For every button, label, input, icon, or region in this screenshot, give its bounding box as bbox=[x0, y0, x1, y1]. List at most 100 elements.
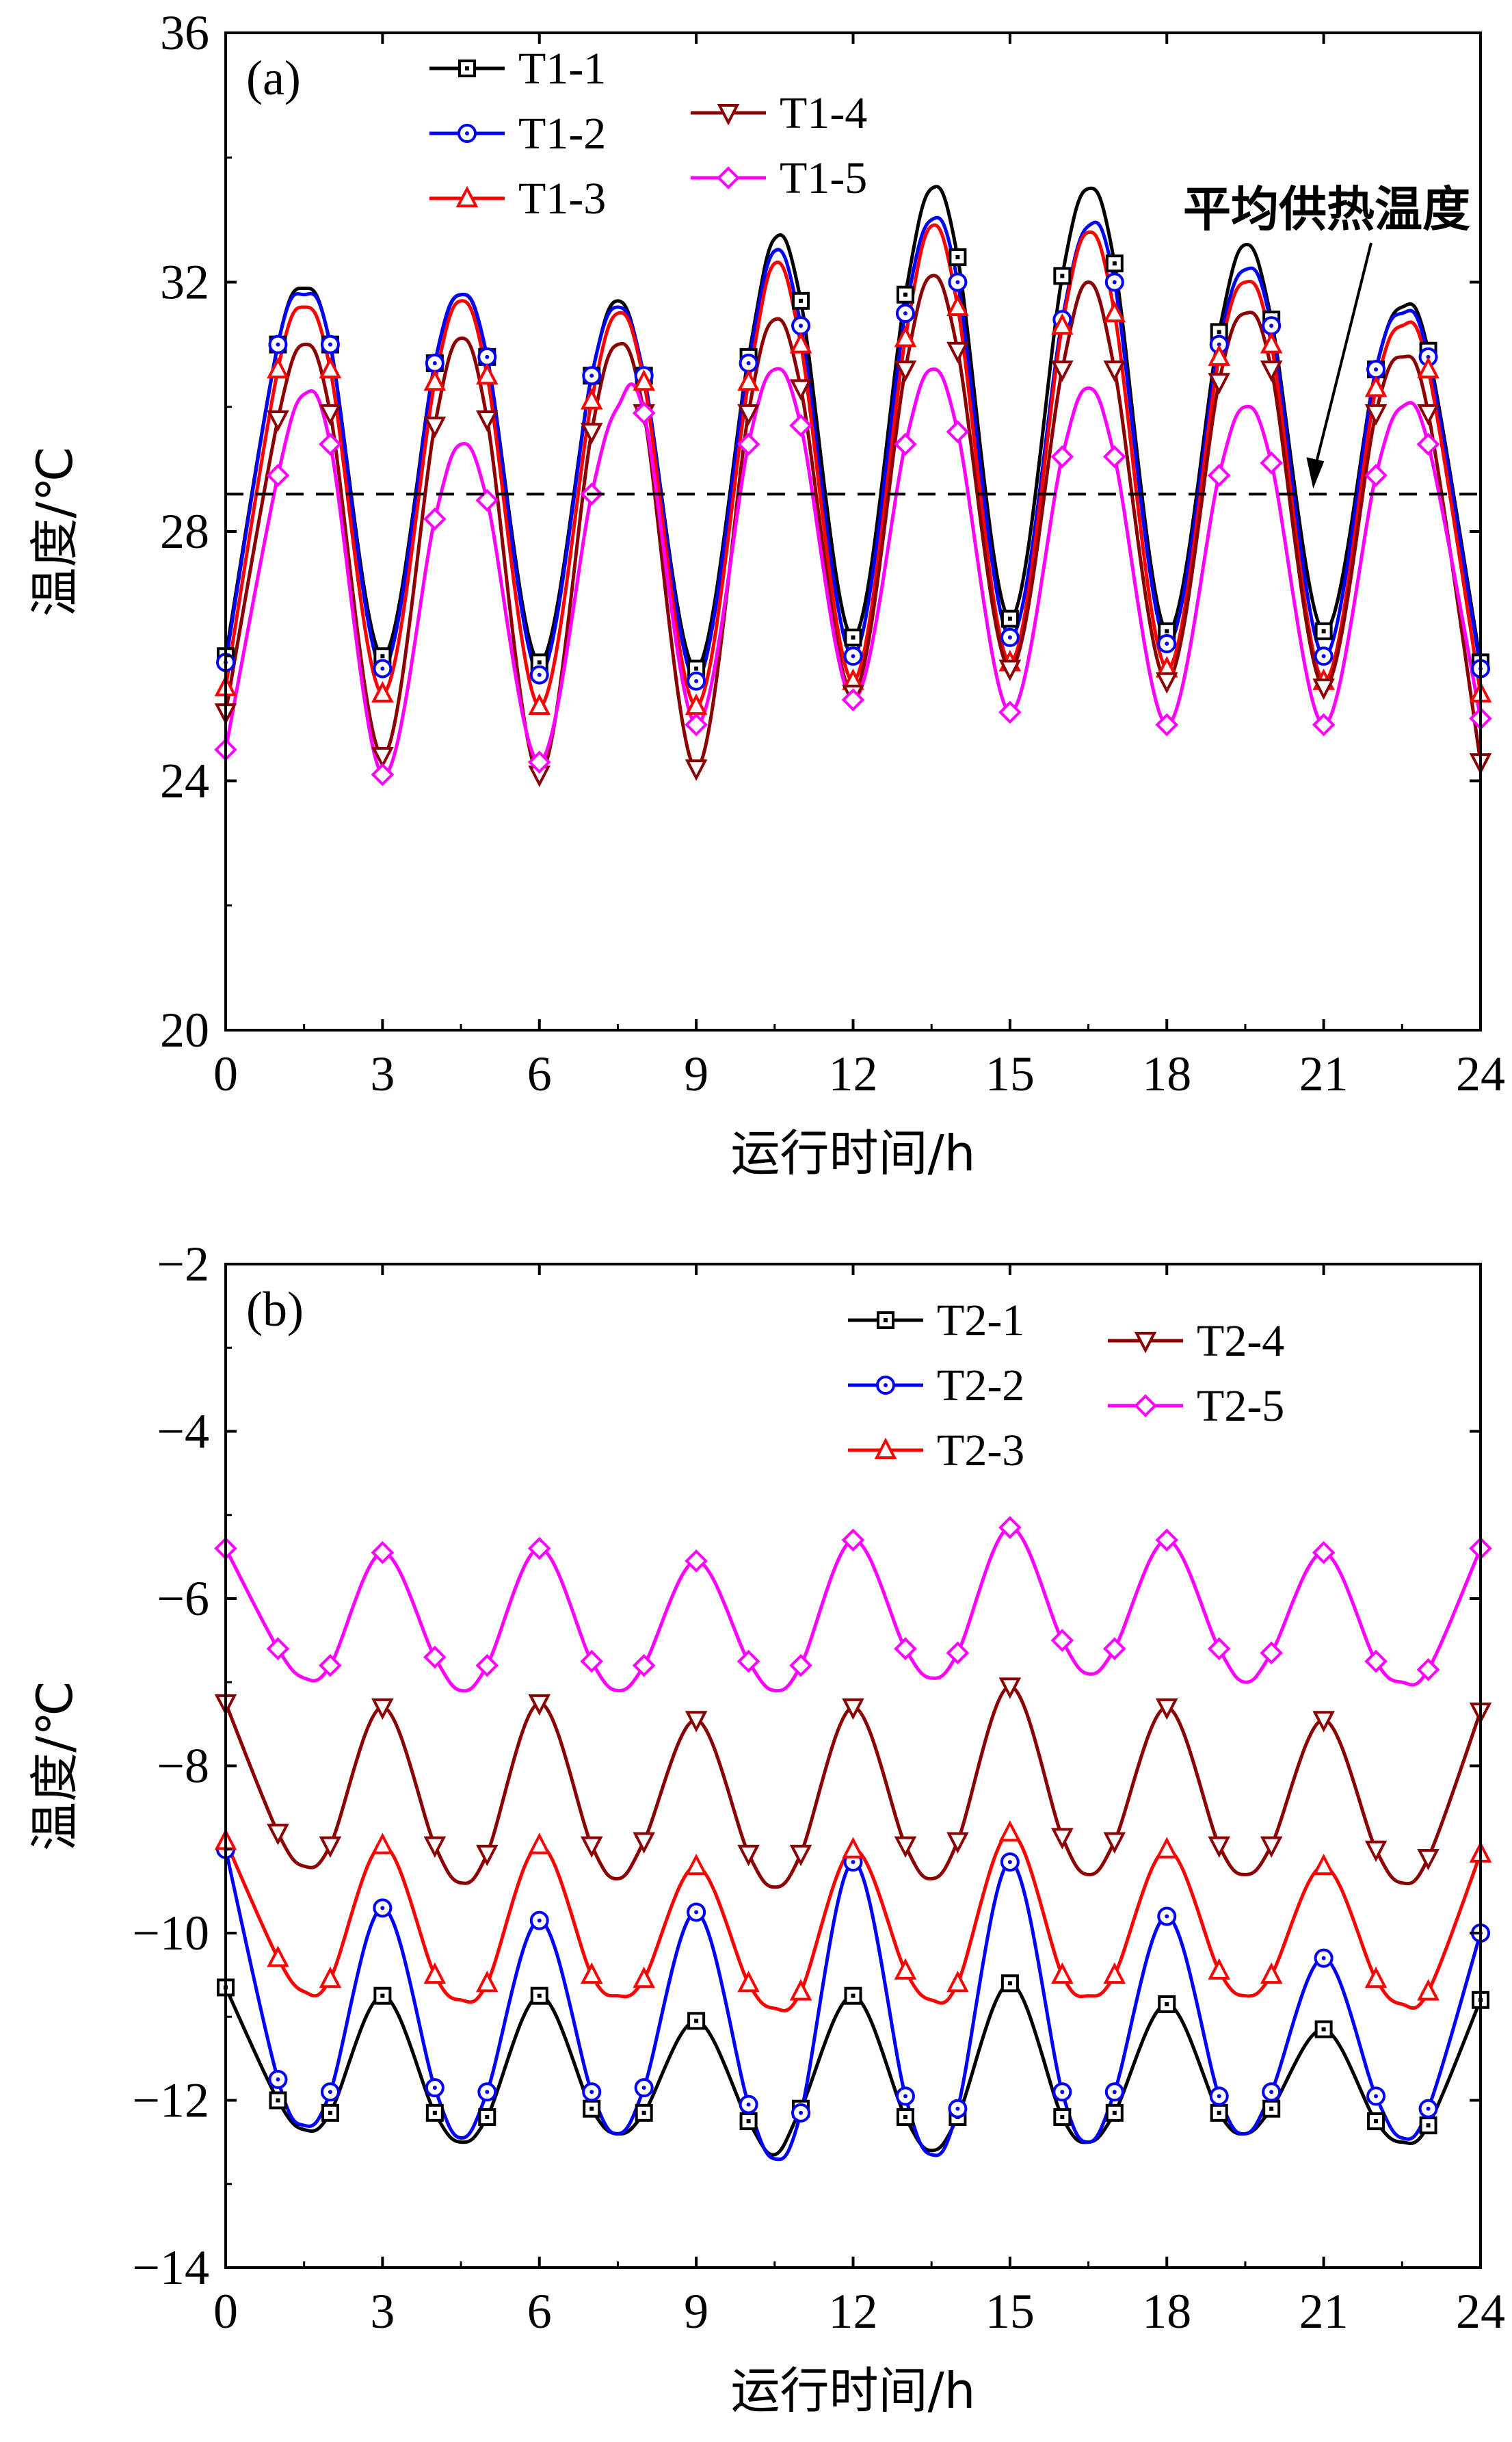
legend-marker-T2-5 bbox=[1134, 1394, 1157, 1417]
data-point-T2-2-12-dot bbox=[851, 1860, 856, 1865]
data-point-T2-5-15 bbox=[998, 1516, 1022, 1539]
data-point-T2-3-14 bbox=[946, 1971, 969, 1993]
data-point-T1-1-11-dot bbox=[799, 298, 804, 303]
data-point-T1-5-23 bbox=[1416, 432, 1440, 456]
x-tick-label-15: 15 bbox=[985, 2284, 1035, 2339]
data-point-T2-1-9-dot bbox=[694, 2019, 699, 2023]
data-point-T1-1-15-dot bbox=[1007, 616, 1012, 621]
data-point-T2-4-3 bbox=[371, 1698, 394, 1720]
data-point-T2-2-15-dot bbox=[1007, 1860, 1012, 1865]
data-point-T2-4-9 bbox=[685, 1711, 708, 1733]
data-point-T2-5-14 bbox=[946, 1641, 970, 1665]
data-point-T1-5-18 bbox=[1155, 713, 1179, 737]
data-point-T1-5-15 bbox=[998, 700, 1022, 724]
x-tick-label-18: 18 bbox=[1142, 2284, 1191, 2339]
x-tick-label-24: 24 bbox=[1456, 2284, 1505, 2339]
data-point-T1-2-1-dot bbox=[276, 342, 280, 347]
data-point-T2-1-4-dot bbox=[432, 2110, 437, 2115]
data-point-T1-5-20 bbox=[1260, 451, 1283, 475]
data-point-T1-2-17-dot bbox=[1112, 280, 1117, 285]
data-point-T1-2-13-dot bbox=[903, 311, 907, 316]
data-point-T2-3-17 bbox=[1103, 1962, 1126, 1984]
data-point-T2-2-17-dot bbox=[1112, 2090, 1117, 2095]
data-point-T2-5-8 bbox=[632, 1653, 656, 1677]
data-point-T2-3-15 bbox=[998, 1820, 1022, 1842]
data-point-T2-5-4 bbox=[423, 1645, 447, 1669]
legend-label-T2-4: T2-4 bbox=[1197, 1316, 1284, 1366]
series-markers-T2-4 bbox=[214, 1677, 1492, 1871]
y-tick-label--8: −8 bbox=[157, 1739, 209, 1794]
data-point-T1-3-17 bbox=[1103, 300, 1126, 323]
data-point-T1-1-17-dot bbox=[1112, 261, 1117, 266]
data-point-T1-5-1 bbox=[266, 464, 290, 487]
x-tick-label-21: 21 bbox=[1299, 1047, 1349, 1101]
data-point-T2-1-3-dot bbox=[380, 1993, 385, 1998]
data-point-T1-2-3-dot bbox=[380, 666, 385, 671]
data-point-T2-1-21-dot bbox=[1321, 2027, 1326, 2032]
data-point-T2-3-6 bbox=[528, 1833, 551, 1854]
data-point-T1-2-5-dot bbox=[485, 354, 490, 359]
data-point-T1-1-6-dot bbox=[537, 660, 542, 665]
data-point-T1-2-15-dot bbox=[1007, 635, 1012, 640]
data-point-T1-3-13 bbox=[894, 326, 917, 347]
data-point-T1-5-4 bbox=[423, 507, 447, 531]
legend-marker-T2-4 bbox=[1134, 1332, 1157, 1354]
data-point-T2-3-11 bbox=[789, 1979, 812, 2001]
legend-marker-T2-1-dot bbox=[884, 1318, 888, 1322]
data-point-T2-5-13 bbox=[894, 1637, 917, 1661]
data-point-T1-5-22 bbox=[1364, 464, 1388, 487]
data-point-T2-4-23 bbox=[1417, 1848, 1440, 1871]
legend-marker-T2-3 bbox=[874, 1437, 897, 1459]
x-axis-title: 运行时间/h bbox=[731, 2362, 976, 2419]
data-point-T2-3-7 bbox=[580, 1962, 603, 1984]
legend-marker-T1-2-dot bbox=[465, 131, 469, 135]
data-point-T2-5-21 bbox=[1312, 1540, 1336, 1564]
y-tick-label-20: 20 bbox=[160, 1003, 209, 1058]
legend-label-T2-3: T2-3 bbox=[937, 1426, 1024, 1475]
data-point-T1-4-17 bbox=[1103, 360, 1126, 382]
data-point-T2-2-21-dot bbox=[1321, 1956, 1326, 1960]
data-point-T2-3-19 bbox=[1208, 1958, 1231, 1980]
data-point-T2-2-14-dot bbox=[955, 2106, 960, 2111]
data-point-T1-1-12-dot bbox=[851, 635, 856, 640]
data-point-T2-3-21 bbox=[1312, 1853, 1335, 1876]
data-point-T2-4-19 bbox=[1208, 1836, 1231, 1858]
data-point-T2-1-20-dot bbox=[1269, 2106, 1274, 2111]
data-point-T2-2-1-dot bbox=[276, 2077, 280, 2082]
x-tick-label-0: 0 bbox=[213, 2284, 238, 2339]
y-tick-label-32: 32 bbox=[160, 255, 209, 310]
legend-label-T1-5: T1-5 bbox=[780, 153, 867, 203]
data-point-T2-1-17-dot bbox=[1112, 2110, 1117, 2115]
legend-label-T1-1: T1-1 bbox=[518, 44, 606, 94]
data-point-T1-3-8 bbox=[633, 369, 655, 391]
data-point-T1-5-14 bbox=[946, 420, 970, 444]
data-point-T2-5-18 bbox=[1155, 1528, 1179, 1552]
data-point-T1-5-21 bbox=[1312, 713, 1336, 737]
data-point-T1-4-3 bbox=[371, 747, 394, 769]
data-point-T1-2-7-dot bbox=[589, 373, 594, 378]
data-point-T1-5-11 bbox=[789, 414, 812, 437]
data-point-T2-1-15-dot bbox=[1007, 1981, 1012, 1986]
data-point-T1-2-12-dot bbox=[851, 654, 856, 659]
data-point-T1-4-7 bbox=[580, 423, 603, 445]
x-tick-label-15: 15 bbox=[985, 1047, 1035, 1101]
data-point-T2-4-6 bbox=[528, 1694, 551, 1716]
data-point-T1-5-9 bbox=[685, 713, 708, 737]
data-point-T1-2-22-dot bbox=[1374, 367, 1379, 372]
data-point-T2-1-22-dot bbox=[1374, 2119, 1379, 2124]
data-point-T2-4-14 bbox=[946, 1832, 969, 1854]
data-point-T2-4-17 bbox=[1103, 1832, 1126, 1854]
data-point-T1-3-1 bbox=[267, 356, 289, 379]
data-point-T1-1-9-dot bbox=[694, 666, 699, 671]
data-point-T2-5-9 bbox=[685, 1549, 708, 1573]
x-tick-label-21: 21 bbox=[1299, 2284, 1349, 2339]
data-point-T2-4-13 bbox=[894, 1836, 917, 1858]
legend-marker-T1-3 bbox=[455, 185, 479, 207]
data-point-T2-2-9-dot bbox=[694, 1910, 699, 1915]
annotation-arrowhead bbox=[1306, 457, 1325, 489]
legend-item-T2-4: T2-4 bbox=[1108, 1316, 1284, 1366]
data-point-T1-3-3 bbox=[371, 681, 394, 703]
data-point-T1-3-6 bbox=[528, 693, 551, 715]
data-point-T2-5-10 bbox=[737, 1649, 760, 1673]
